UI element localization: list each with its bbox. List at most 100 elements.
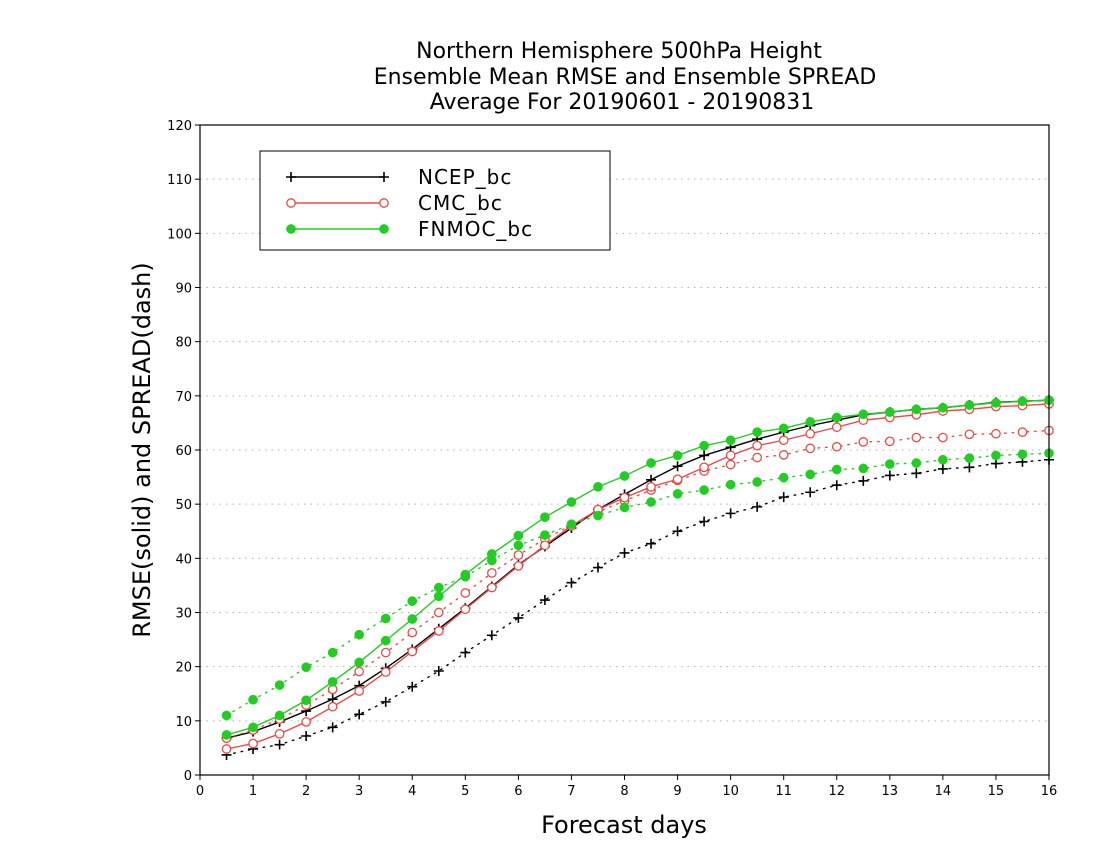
ncep-bc-spread-point (274, 739, 285, 750)
x-tick-label: 10 (722, 784, 739, 799)
cmc-bc-rmse-point (752, 440, 763, 451)
y-tick-label: 30 (175, 607, 192, 622)
cmc-bc-rmse-point (407, 646, 418, 657)
legend-item-ncep-bc: NCEP_bc (286, 165, 512, 189)
ncep-bc-spread-point (911, 468, 922, 479)
cmc-bc-rmse-point (699, 462, 709, 473)
ncep-bc-spread-point (646, 538, 657, 549)
ncep-bc-spread-point (619, 547, 630, 558)
fnmoc-bc-rmse-point (938, 402, 948, 413)
ncep-bc-spread-point (301, 731, 312, 741)
fnmoc-bc-spread-point (327, 647, 338, 658)
fnmoc-bc-spread-point (831, 464, 842, 475)
title-line-1: Northern Hemisphere 500hPa Height (416, 39, 822, 64)
ncep-bc-spread-point (805, 487, 816, 498)
ncep-bc-spread-point (858, 475, 869, 486)
ncep-bc-spread-point (884, 470, 895, 481)
x-tick-label: 4 (408, 784, 416, 799)
cmc-bc-spread-point (486, 568, 497, 578)
fnmoc-bc-spread-point (1017, 449, 1028, 460)
ncep-bc-spread-point (539, 595, 550, 606)
fnmoc-bc-spread-point (221, 710, 232, 721)
fnmoc-bc-spread-point (248, 694, 258, 705)
fnmoc-bc-spread-point (274, 680, 285, 690)
cmc-bc-rmse-point (221, 744, 232, 754)
fnmoc-bc-rmse-point (221, 730, 232, 740)
cmc-bc-rmse-point (486, 582, 497, 593)
fnmoc-bc-spread-point (433, 582, 444, 593)
ncep-bc-spread-point (380, 696, 391, 707)
ncep-bc-spread-point (433, 666, 444, 676)
y-tick-label: 60 (175, 444, 192, 459)
cmc-bc-spread-point (380, 647, 391, 658)
x-tick-label: 6 (514, 784, 522, 799)
fnmoc-bc-rmse-point (327, 676, 338, 687)
fnmoc-bc-rmse-point (752, 427, 763, 437)
x-tick-label: 13 (882, 784, 899, 799)
y-tick-label: 70 (175, 390, 192, 405)
legend-item-cmc-bc: CMC_bc (286, 191, 503, 215)
y-tick-label: 20 (175, 661, 192, 676)
cmc-bc-spread-point (858, 437, 869, 447)
y-tick-label: 0 (184, 769, 192, 784)
legend-marker (379, 198, 389, 208)
fnmoc-bc-rmse-point (884, 407, 895, 417)
fnmoc-bc-rmse-point (672, 450, 683, 461)
fnmoc-bc-rmse-point (593, 481, 603, 492)
fnmoc-bc-rmse-point (433, 591, 444, 602)
x-tick-label: 2 (302, 784, 310, 799)
fnmoc-bc-rmse-point (248, 722, 258, 733)
cmc-bc-rmse-point (433, 626, 444, 636)
fnmoc-bc-spread-point (301, 662, 311, 673)
legend-marker (379, 224, 389, 234)
y-tick-label: 110 (167, 173, 192, 188)
ncep-bc-spread-point (964, 462, 975, 473)
fnmoc-bc-rmse-point (778, 423, 789, 434)
x-axis-label: Forecast days (541, 811, 707, 839)
fnmoc-bc-rmse-point (301, 695, 311, 706)
legend-item-fnmoc-bc: FNMOC_bc (286, 217, 533, 241)
fnmoc-bc-rmse-point (964, 400, 975, 410)
fnmoc-bc-spread-point (858, 463, 869, 474)
fnmoc-bc-rmse-point (911, 404, 922, 415)
legend-label: FNMOC_bc (418, 217, 533, 241)
series-cmc-bc (221, 399, 1054, 754)
x-tick-label: 3 (355, 784, 363, 799)
ncep-bc-rmse-line (225, 399, 1050, 739)
ncep-bc-spread-point (672, 526, 683, 537)
cmc-bc-rmse-point (619, 492, 630, 503)
cmc-bc-rmse-point (274, 728, 285, 739)
cmc-bc-rmse-point (380, 667, 391, 677)
fnmoc-bc-rmse-point (1017, 396, 1028, 407)
ncep-bc-spread-point (592, 562, 603, 573)
legend-label: CMC_bc (418, 191, 503, 215)
fnmoc-bc-spread-point (513, 540, 524, 551)
y-axis-label: RMSE(solid) and SPREAD(dash) (128, 262, 156, 638)
fnmoc-bc-spread-point (646, 497, 656, 507)
fnmoc-bc-spread-point (964, 453, 975, 463)
x-tick-label: 0 (196, 784, 204, 799)
legend-box (259, 150, 611, 251)
cmc-bc-rmse-point (460, 604, 471, 615)
cmc-bc-rmse-point (672, 474, 683, 485)
fnmoc-bc-spread-point (354, 629, 365, 640)
cmc-bc-rmse-point (778, 435, 789, 446)
ncep-bc-spread-point (486, 630, 497, 641)
fnmoc-bc-spread-point (805, 469, 816, 480)
x-tick-label: 9 (673, 784, 681, 799)
y-tick-label: 50 (175, 498, 192, 513)
fnmoc-bc-spread-point (911, 458, 922, 468)
cmc-bc-spread-point (354, 666, 365, 677)
legend-label: NCEP_bc (418, 165, 512, 189)
fnmoc-bc-spread-point (725, 479, 736, 490)
cmc-bc-spread-point (778, 450, 789, 460)
y-tick-label: 40 (175, 552, 192, 567)
x-tick-label: 1 (249, 784, 257, 799)
cmc-bc-rmse-point (831, 422, 842, 433)
cmc-bc-rmse-point (354, 686, 365, 696)
legend-marker (286, 172, 296, 182)
fnmoc-bc-spread-point (991, 450, 1001, 461)
fnmoc-bc-rmse-point (991, 398, 1001, 408)
fnmoc-bc-spread-point (566, 519, 577, 530)
